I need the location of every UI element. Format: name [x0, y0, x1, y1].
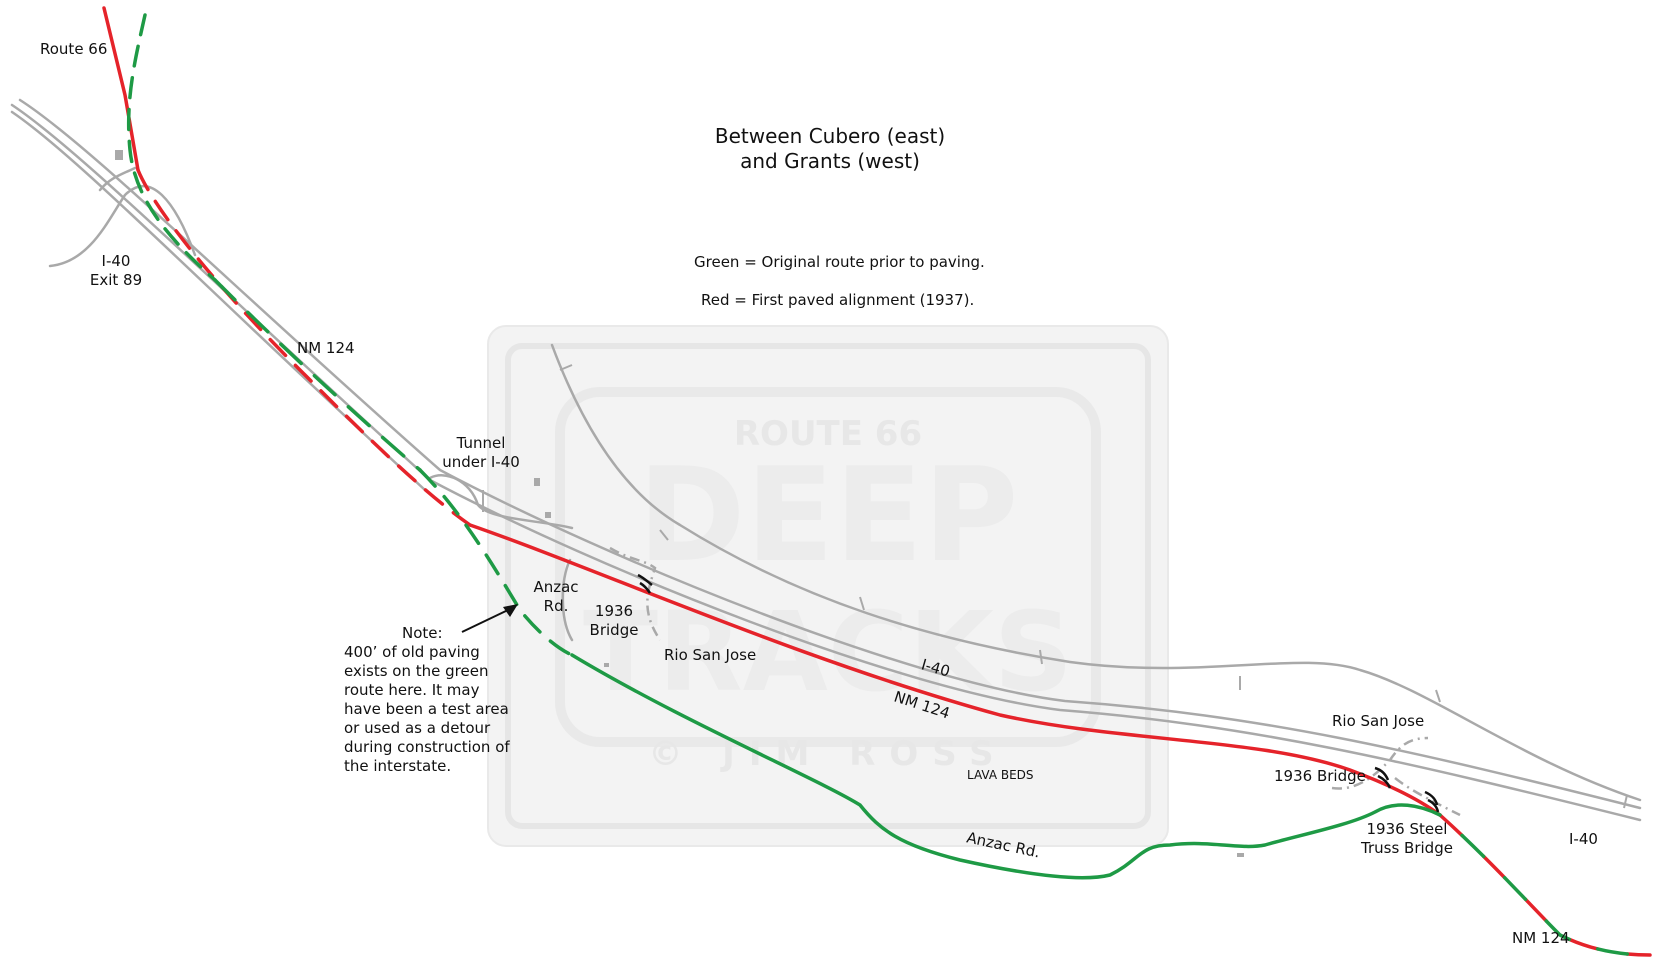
title-line-1: Between Cubero (east)	[714, 124, 946, 148]
note-line-7: during construction of	[344, 738, 510, 756]
exit89-ramp-2	[98, 166, 137, 192]
bridge-1936-east-marker	[1374, 766, 1392, 789]
label-rio-san-jose-east: Rio San Jose	[1332, 712, 1425, 730]
label-exit-line2: Exit 89	[89, 271, 143, 289]
label-bridge-line2: Bridge	[589, 621, 639, 639]
label-1936-bridge-west: 1936 Bridge	[586, 602, 642, 640]
note-text: Note: 400’ of old paving exists on the g…	[344, 624, 510, 776]
route66-green-north-dashed	[126, 13, 217, 282]
label-i40-east: I-40	[1569, 830, 1598, 848]
note-line-1: Note:	[402, 624, 443, 642]
route66-red-north	[102, 6, 140, 172]
label-rio-san-jose-west: Rio San Jose	[664, 646, 757, 664]
label-truss-line2: Truss Bridge	[1361, 839, 1453, 857]
note-line-8: the interstate.	[344, 757, 452, 775]
label-nm124-north: NM 124	[297, 339, 355, 357]
route66-green-note-dashed	[418, 468, 574, 657]
steel-truss-bridge-marker	[1424, 790, 1440, 813]
exit89-ramp	[48, 184, 197, 268]
anzac-connector	[561, 558, 574, 642]
note-arrow	[461, 604, 518, 633]
route66-green-south-dashed	[1438, 813, 1652, 957]
legend-green: Green = Original route prior to paving.	[694, 253, 985, 271]
i40-road-2	[18, 98, 1642, 810]
watermark-line2: DEEP	[638, 439, 1019, 591]
label-1936-bridge-east: 1936 Bridge	[1274, 767, 1366, 785]
label-anzac-rd: Anzac Rd.	[530, 578, 582, 616]
map-title: Between Cubero (east) and Grants (west)	[680, 124, 980, 174]
label-truss-line1: 1936 Steel	[1366, 820, 1448, 838]
note-line-5: have been a test area	[344, 700, 509, 718]
railroad	[550, 343, 1642, 802]
watermark-line3: TRACKS	[583, 588, 1073, 716]
title-line-2: and Grants (west)	[740, 149, 920, 173]
route66-green-anzac	[570, 653, 1442, 880]
note-line-2: 400’ of old paving	[344, 643, 480, 661]
route66-red-main	[468, 523, 1442, 817]
route66-red-dashed	[136, 168, 472, 527]
route66-green-along-i40	[213, 278, 422, 472]
label-anzac-line1: Anzac	[533, 578, 579, 596]
label-anzac-line2: Rd.	[543, 597, 569, 615]
rio-san-jose-west	[609, 546, 662, 641]
label-bridge-line1: 1936	[594, 602, 634, 620]
label-nm124-south: NM 124	[1512, 929, 1570, 947]
tunnel-road	[428, 474, 574, 530]
label-i40-exit89: I-40 Exit 89	[80, 252, 152, 290]
watermark-line1: ROUTE 66	[734, 414, 922, 454]
i40-road-3	[10, 110, 427, 492]
label-exit-line1: I-40	[101, 252, 131, 270]
note-line-3: exists on the green	[344, 662, 489, 680]
watermark-logo: ROUTE 66 DEEP TRACKS © JIM ROSS	[487, 325, 1169, 847]
label-tunnel: Tunnel under I-40	[438, 434, 524, 472]
note-line-6: or used as a detour	[344, 719, 491, 737]
label-tunnel-line2: under I-40	[442, 453, 520, 471]
label-steel-truss-bridge: 1936 Steel Truss Bridge	[1357, 820, 1457, 858]
legend-red: Red = First paved alignment (1937).	[701, 291, 975, 309]
watermark-line4: © JIM ROSS	[648, 734, 1007, 774]
bridge-1936-west-marker	[637, 573, 653, 594]
i40-road	[10, 103, 1642, 822]
note-line-4: route here. It may	[344, 681, 480, 699]
label-tunnel-line1: Tunnel	[456, 434, 506, 452]
label-lava-beds: LAVA BEDS	[967, 768, 1034, 782]
rio-san-jose-east	[1331, 736, 1461, 817]
label-route66: Route 66	[40, 40, 108, 58]
